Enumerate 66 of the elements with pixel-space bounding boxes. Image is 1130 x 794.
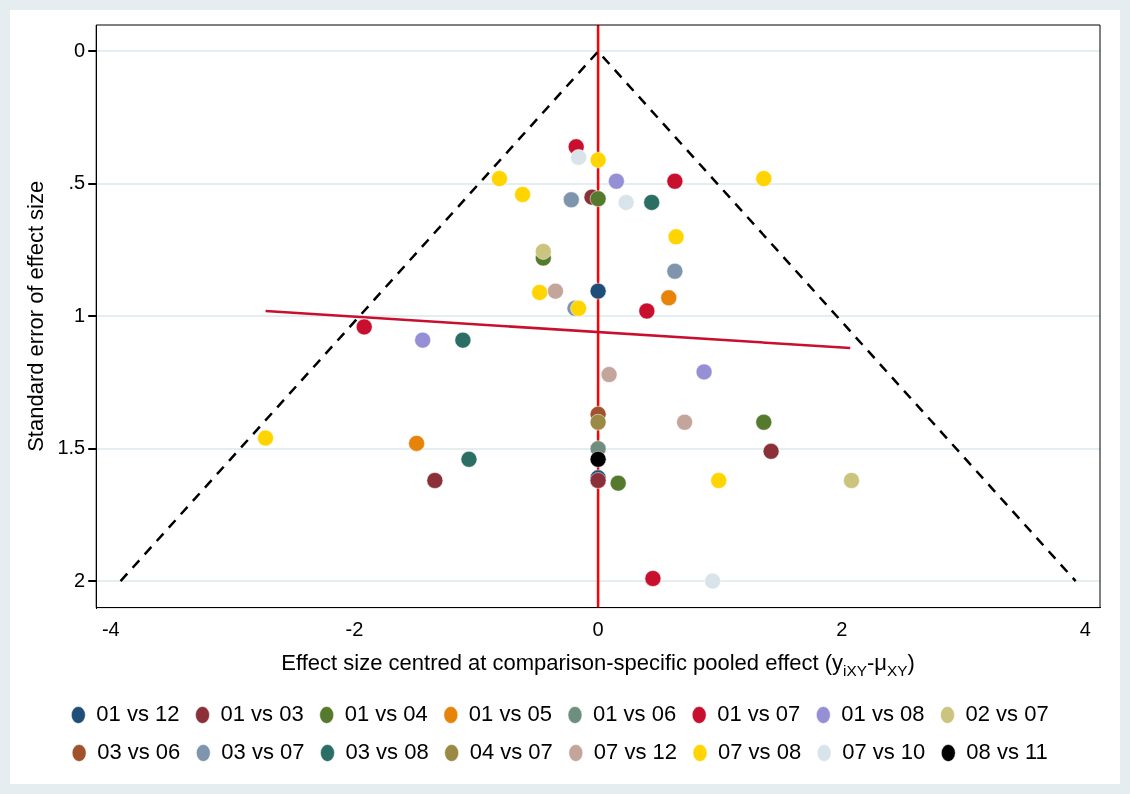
x-tick-label: 2 [836,618,848,641]
x-tick-label: -4 [101,618,120,641]
point [589,190,607,207]
point [408,435,425,452]
legend-label: 08 vs 11 [966,739,1048,765]
point [643,194,660,211]
x-tick-label: 4 [1079,618,1091,641]
legend-label: 02 vs 07 [965,701,1049,727]
legend-label: 01 vs 04 [344,701,428,727]
y-tick-label: 1.5 [57,436,86,459]
point [762,443,780,460]
legend-label: 01 vs 12 [96,701,180,727]
y-tick-label: 2 [74,568,86,591]
point [570,300,587,317]
point [710,472,727,489]
legend-label: 01 vs 06 [593,701,677,727]
point [638,302,656,320]
legend-label: 01 vs 08 [841,701,925,727]
point [617,194,635,211]
point [704,572,721,590]
point [589,282,607,300]
point [454,331,472,349]
point [609,474,627,492]
point [660,289,678,307]
point [570,149,587,166]
point [755,170,773,187]
point [755,413,773,431]
point [676,413,693,431]
point [589,451,607,468]
legend-label: 03 vs 06 [97,739,181,765]
legend-label: 01 vs 07 [717,701,801,727]
legend-label: 03 vs 07 [221,739,305,765]
legend-label: 01 vs 05 [468,701,553,727]
point [426,472,444,489]
legend-label: 04 vs 07 [469,739,553,765]
point [600,366,618,383]
point [843,472,860,489]
point [547,282,564,300]
point [257,429,274,447]
x-tick-label: 0 [592,618,604,641]
point [491,170,508,187]
x-tick-label: -2 [345,618,364,641]
y-tick-label: 0 [74,39,86,61]
point [460,451,478,468]
point [414,331,431,349]
legend-label: 07 vs 10 [842,739,926,765]
point [667,228,685,246]
point [589,413,607,431]
point [695,363,713,381]
y-tick-label: 1 [74,303,86,326]
point [355,318,373,336]
point [535,243,552,260]
point [563,191,580,209]
y-tick-label: .5 [68,171,86,194]
legend-label: 07 vs 08 [717,739,802,765]
y-axis-title: Standard error of effect size [23,180,49,452]
point [666,172,684,190]
legend-label: 01 vs 03 [220,701,304,727]
point [666,263,684,280]
point [589,151,607,169]
point [514,186,531,203]
point [608,172,625,190]
point [531,284,548,301]
legend-label: 03 vs 08 [345,739,429,765]
legend-label: 07 vs 12 [593,739,677,765]
point [644,570,662,587]
